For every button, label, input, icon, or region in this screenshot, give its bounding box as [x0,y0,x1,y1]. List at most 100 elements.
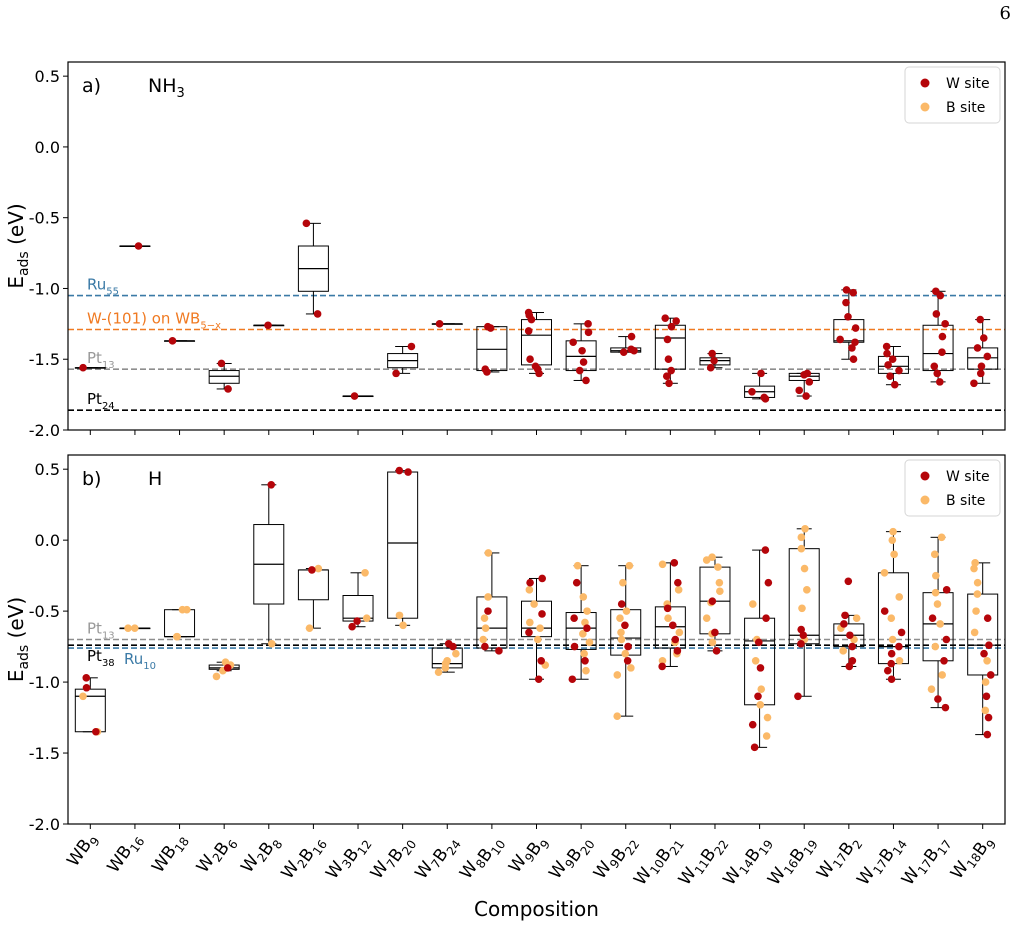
w-site-point [710,356,718,365]
w-site-point [484,607,492,615]
b-site-point [452,649,460,658]
w-site-point [584,320,592,328]
group-W18B9 [967,315,999,388]
w-site-point [761,395,770,403]
group-W16B19 [788,369,820,400]
x-tick-label: WB18 [148,829,192,878]
group-W11B22 [699,553,731,655]
group-W17B17 [922,533,954,712]
b-site-point [757,685,766,693]
b-site-point [582,666,590,675]
w-site-point [973,344,982,352]
b-site-point [800,564,809,573]
box [387,471,419,619]
b-site-point [880,568,889,577]
b-site-point [839,647,847,655]
group-W11B22 [699,349,731,372]
w-site-point [661,314,670,322]
w-site-point [844,312,852,321]
b-site-point [362,614,371,623]
w-site-point [663,604,672,613]
w-site-point [883,349,891,358]
w-site-point [887,649,896,658]
group-W14B19 [744,369,776,403]
y-tick-label: -0.5 [29,209,60,228]
x-tick-label: W7B20 [367,829,419,887]
group-W17B17 [922,287,954,386]
w-site-point [980,649,988,658]
b-site-point [803,586,811,594]
w-site-point [976,369,985,378]
b-site-point [970,564,978,573]
w-site-point [581,656,589,665]
group-W7B24 [431,320,463,328]
legend-label: B site [946,493,985,509]
b-site-point [973,590,982,598]
b-site-point [749,600,757,608]
b-site-point [889,527,897,536]
b-site-point [973,578,982,587]
w-site-point [570,642,579,651]
w-site-point [527,315,536,324]
group-W10B21 [654,559,686,671]
legend-marker [920,78,930,88]
w-site-point [897,628,906,637]
w-site-point [884,361,892,369]
w-site-point [712,647,721,655]
w-site-point [836,335,844,344]
b-site-point [981,706,990,715]
b-site-point [801,525,809,533]
w-site-point [887,675,896,684]
panel-b: 0.5 0.0 -0.5 -1.0 -1.5 -2.0 Eads (eV) Pt13 Pt38 R… [4,454,1006,921]
legend-label: W site [946,76,990,92]
group-W2B8 [253,481,285,648]
group-W9B9 [521,308,552,378]
reference-line-label: W-(101) on WB5−x [87,310,221,332]
w-site-point [794,692,802,701]
w-site-point [938,332,947,341]
b-site-point [479,635,487,644]
w-site-point [708,597,717,605]
w-site-point [308,566,316,574]
legend-marker [920,102,930,112]
b-site-point [79,692,87,701]
w-site-point [535,369,543,378]
w-site-point [623,656,632,665]
w-site-point [932,310,941,318]
w-site-point [936,291,945,300]
w-site-point [761,546,770,554]
b-site-point [481,624,490,632]
y-tick-label: -1.0 [29,673,60,692]
panel-a: 0.5 0.0 -0.5 -1.0 -1.5 -2.0 Eads (eV) Ru55 W-(10… [4,61,1006,440]
w-site-point [584,328,593,337]
w-site-point [481,642,489,651]
w-site-point [82,674,91,682]
adsorbate-label: NH3 [148,75,185,101]
b-site-point [580,649,588,658]
w-site-point [941,703,950,712]
w-site-point [928,614,937,623]
w-site-point [848,642,857,651]
w-site-point [895,366,903,375]
w-site-point [217,359,226,368]
group-W17B2 [833,577,865,671]
b-site-point [484,593,492,601]
b-site-point [852,614,861,623]
w-site-point [578,346,586,355]
w-site-point [223,664,232,672]
group-W9B20 [565,561,597,684]
legend: W site B site [904,66,1001,124]
group-W7B24 [431,639,463,676]
w-site-point [82,683,91,692]
w-site-point [970,379,978,388]
w-site-point [665,379,673,388]
y-tick-label: 0.5 [35,460,60,479]
w-site-point [264,321,272,330]
b-site-point [675,628,684,637]
b-site-point [931,588,940,597]
w-site-point [435,320,444,328]
b-site-point [972,607,980,615]
w-site-point [846,631,854,640]
w-site-point [313,310,322,318]
w-site-point [887,659,896,668]
